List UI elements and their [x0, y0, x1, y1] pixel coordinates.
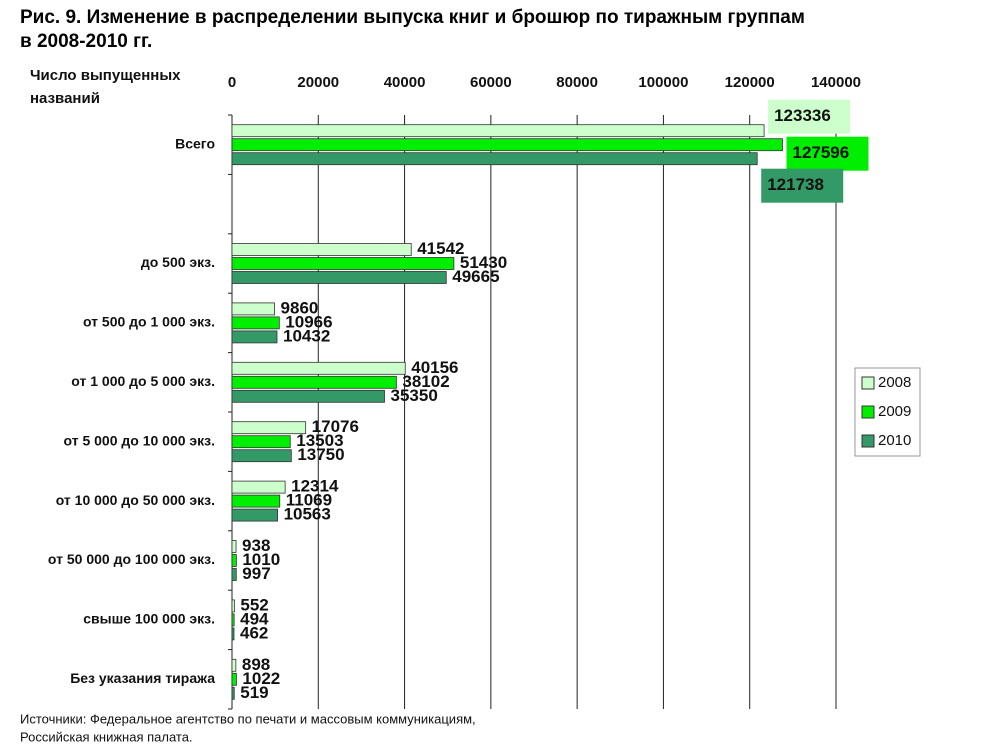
x-tick-label: 40000 [384, 74, 426, 91]
legend-swatch [861, 434, 875, 448]
legend-swatch [861, 376, 875, 390]
bar [231, 554, 237, 567]
value-label: 41542 [417, 239, 464, 258]
x-tick-label: 20000 [297, 74, 339, 91]
bar [231, 686, 235, 700]
bar [231, 658, 237, 672]
bar [231, 152, 758, 166]
bar [231, 449, 292, 463]
bar [231, 435, 291, 449]
bar [231, 627, 235, 641]
value-label: 10563 [284, 505, 331, 524]
value-label: 494 [240, 609, 269, 628]
x-tick-label: 100000 [638, 74, 688, 91]
x-tick-label: 0 [228, 74, 236, 91]
y-tick-label: Всего [175, 135, 215, 151]
bar [231, 480, 286, 494]
value-label-box [761, 168, 844, 203]
value-label: 13750 [297, 445, 344, 464]
value-label: 17076 [312, 417, 359, 436]
legend-label: 2010 [878, 432, 911, 449]
value-label: 40156 [411, 358, 458, 377]
bar [231, 613, 235, 627]
axis-title: Число выпущенных [30, 67, 181, 84]
legend-swatch [861, 405, 875, 419]
legend-label: 2009 [878, 403, 911, 420]
value-label: 49665 [452, 267, 499, 286]
value-label: 552 [240, 595, 268, 614]
bar [231, 672, 237, 686]
y-tick-label: от 1 000 до 5 000 экз. [71, 373, 215, 389]
value-label: 938 [242, 536, 270, 555]
source-note: Источники: Федеральное агентство по печа… [20, 711, 476, 726]
bar [231, 138, 783, 152]
value-label-box [768, 99, 851, 134]
bar [231, 421, 307, 435]
y-tick-label: Без указания тиража [70, 670, 215, 686]
value-label: 11069 [286, 491, 332, 510]
bar [231, 271, 447, 284]
value-label: 462 [240, 623, 268, 642]
y-tick-label: свыше 100 000 экз. [83, 611, 215, 627]
axis-title: названий [30, 90, 100, 107]
x-tick-label: 80000 [556, 74, 598, 91]
value-label: 121738 [767, 175, 824, 194]
bar [231, 316, 280, 330]
x-tick-label: 120000 [725, 74, 775, 91]
value-label: 38102 [402, 372, 449, 391]
bar [231, 243, 412, 256]
value-label: 997 [242, 564, 270, 583]
bar [231, 124, 765, 138]
bar [231, 361, 406, 375]
bar [231, 257, 455, 270]
y-tick-label: от 5 000 до 10 000 экз. [64, 432, 216, 448]
x-tick-label: 140000 [811, 74, 861, 91]
bar [231, 389, 385, 403]
bar [231, 494, 281, 508]
bar [231, 302, 275, 316]
value-label: 9860 [281, 298, 319, 317]
value-label: 51430 [460, 253, 507, 272]
chart-title: Рис. 9. Изменение в распределении выпуск… [20, 7, 805, 28]
bar [231, 540, 237, 553]
bar [231, 599, 235, 613]
y-tick-label: от 10 000 до 50 000 экз. [56, 492, 215, 508]
legend-label: 2008 [878, 374, 911, 391]
value-label: 35350 [391, 386, 438, 405]
value-label: 10966 [285, 312, 332, 331]
value-label-box [786, 136, 869, 171]
value-label: 519 [240, 683, 268, 702]
value-label: 13503 [296, 431, 343, 450]
value-label: 123336 [774, 106, 831, 125]
bar [231, 568, 237, 581]
value-label: 1010 [242, 550, 280, 569]
bar [231, 375, 397, 389]
source-note: Российская книжная палата. [20, 729, 193, 744]
y-tick-label: от 50 000 до 100 000 экз. [48, 551, 215, 567]
x-tick-label: 60000 [470, 74, 512, 91]
value-label: 12314 [291, 477, 339, 496]
value-label: 10432 [283, 326, 330, 345]
chart-title: в 2008-2010 гг. [20, 31, 152, 52]
y-tick-label: до 500 экз. [141, 254, 215, 270]
value-label: 127596 [792, 143, 849, 162]
value-label: 898 [242, 655, 270, 674]
bar [231, 330, 278, 344]
bar [231, 508, 278, 522]
y-tick-label: от 500 до 1 000 экз. [83, 314, 215, 330]
value-label: 1022 [242, 669, 280, 688]
